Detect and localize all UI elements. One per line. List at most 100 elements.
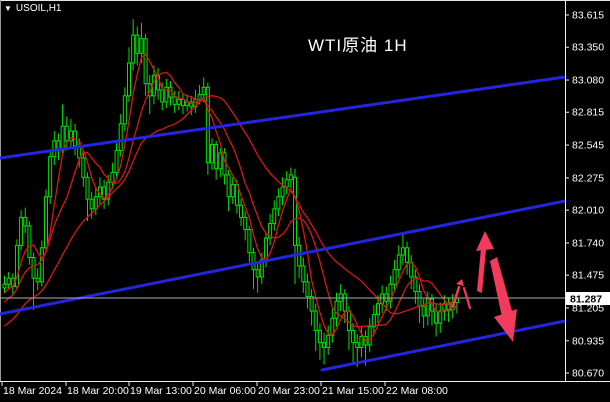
candle-body [205,86,210,164]
candle-body [251,252,256,271]
candle-body [60,125,65,152]
candle-body [247,229,252,254]
trendline-lower [320,319,567,372]
candle-body [68,130,73,142]
candle-body [31,257,36,279]
candle-body [405,247,410,263]
candle-body [359,336,364,348]
candlestick-series[interactable] [2,19,459,367]
big-down-arrow-head [494,309,517,342]
price-axis-label: 80.935 [572,335,604,347]
chevron-down-icon: ▼ [4,3,12,13]
candle-body [268,222,273,239]
time-axis-label: 18 Mar 20:00 [67,385,129,397]
candle-body [293,176,297,246]
candle-body [396,254,401,271]
price-axis-label: 81.205 [572,302,604,314]
small-up-arrow-head [456,279,464,286]
candle-body [160,89,165,103]
price-axis-label: 81.475 [572,270,604,282]
candle-body [197,94,202,100]
candle-body [371,314,376,328]
trendline-upper [0,75,567,160]
candle-body [413,276,418,293]
candle-body [135,34,140,54]
candle-body [376,303,380,316]
candle-body [284,179,289,188]
ma-line-medium [4,71,457,328]
candle-body [102,186,107,200]
candle-body [425,298,430,317]
candle-body [301,265,306,283]
ma-line-slow [4,95,458,327]
current-price-tag [566,292,610,305]
candle-body [164,86,169,103]
small-up-arrow-shaft [451,285,461,308]
candle-body [139,38,144,54]
big-down-arrow-shaft [490,257,512,317]
time-axis-label: 19 Mar 13:00 [130,385,192,397]
candle-body [417,291,422,307]
time-axis-label: 18 Mar 2024 [3,385,62,397]
candle-body [322,342,327,348]
candle-body [19,216,24,246]
candle-body [288,174,293,181]
candle-body [313,310,318,331]
time-axis-label: 22 Mar 08:00 [386,385,448,397]
candle-body [239,204,244,218]
candle-body [81,157,86,178]
candle-body [131,34,136,64]
candle-body [180,98,185,107]
price-axis-label: 83.615 [572,10,604,22]
big-up-arrow-head [476,231,494,251]
price-axis-label: 82.010 [572,205,604,217]
candle-body [27,225,32,259]
price-axis-label: 83.350 [572,42,604,54]
candle-body [89,198,94,210]
candle-body [351,329,356,344]
candle-body [201,86,206,96]
candle-body [214,143,219,170]
chart-title-annotation: WTI原油 1H [308,36,408,55]
candle-body [388,283,393,302]
candle-body [438,310,443,324]
price-axis-label: 81.740 [572,237,604,249]
symbol-period-text: USOIL,H1 [15,3,62,14]
candle-body [172,96,177,105]
candle-body [317,329,322,344]
candle-body [127,62,131,97]
small-down-line [462,286,472,310]
channel-lines [0,75,567,372]
time-axis-label: 20 Mar 23:00 [258,385,320,397]
time-axis-label: 20 Mar 06:00 [194,385,256,397]
price-axis-label: 82.815 [572,107,604,119]
candle-body [263,237,268,261]
candle-body [230,184,235,198]
candle-body [14,244,19,288]
symbol-period-label[interactable]: ▼ USOIL,H1 [4,3,62,14]
candle-body [355,342,360,348]
candle-body [276,196,281,210]
price-axis-label: 83.080 [572,75,604,87]
candle-body [409,261,414,278]
time-axis-label: 21 Mar 15:00 [322,385,384,397]
price-axis-label: 80.670 [572,368,604,380]
candle-body [44,196,48,249]
candle-body [218,152,223,170]
candle-body [367,326,372,346]
candle-body [342,293,347,312]
candle-body [259,259,264,278]
candle-body [400,247,405,256]
candle-body [243,216,248,231]
candle-body [255,269,260,278]
ma-line-fast [4,53,458,342]
candle-body [2,283,7,289]
candle-body [280,186,285,198]
ma-lines [4,53,458,342]
candle-body [114,150,119,173]
candle-body [122,95,127,125]
candle-body [48,156,53,198]
candle-body [305,281,310,297]
